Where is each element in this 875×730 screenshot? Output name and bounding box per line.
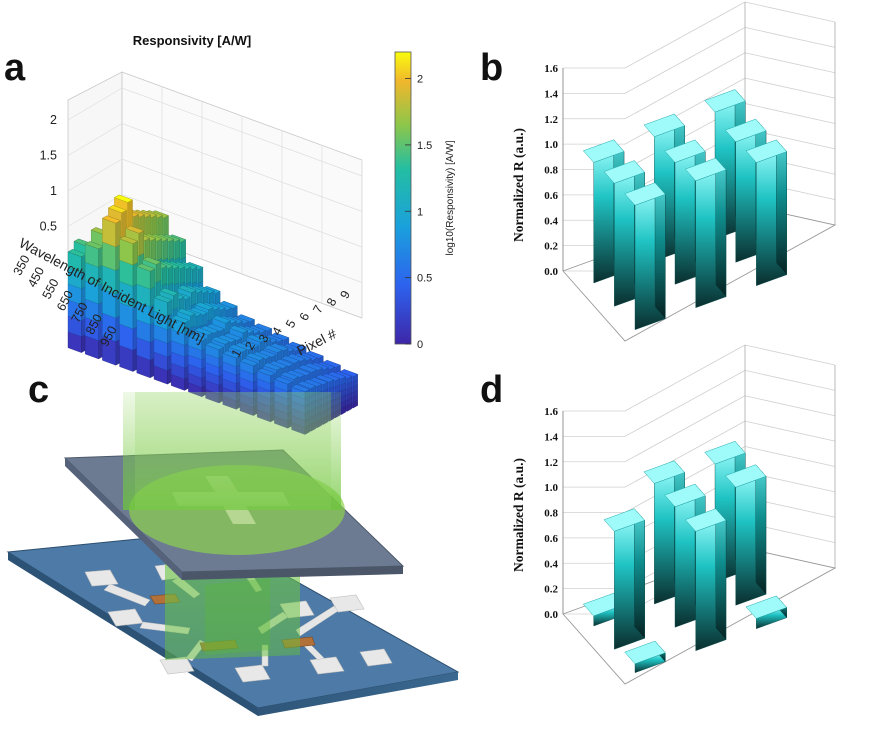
- electrode-pad: [359, 648, 393, 667]
- grid-line: [744, 446, 836, 467]
- bar-a-pixel1-col6: [153, 294, 173, 385]
- z-tick-label: 1.6: [544, 63, 558, 75]
- colorbar-tick-label: 0.5: [417, 273, 432, 285]
- panel-a-colorbar: 0 0.5 1 1.5 2 log10(Responsivity) [A/W]: [394, 51, 456, 351]
- colorbar-tick-label: 1.5: [417, 140, 432, 152]
- z-tick-label: 1.0: [544, 139, 558, 151]
- z-tick-label: 0.8: [544, 508, 558, 520]
- z-tick-label: 0.8: [544, 165, 558, 177]
- z-tick-label: 1.6: [544, 406, 558, 418]
- grid-line: [744, 1, 836, 23]
- panel-a-z-ticks: 0.5 1 1.5 2: [40, 113, 57, 234]
- z-tick-label: 0.4: [544, 558, 558, 570]
- panel-b: b 0.0 0.2 0.4 0.6 0.8 1.0 1.2 1.4 1.6 Normalized…: [480, 1, 837, 342]
- grid-line: [624, 1, 746, 69]
- grid-line: [624, 77, 746, 145]
- z-tick-label: 1.2: [544, 114, 558, 126]
- z-tick-label: 0.0: [544, 266, 558, 278]
- y-tick-label: 5: [283, 318, 299, 331]
- z-tick-label: 0.0: [544, 609, 558, 621]
- panel-a-title: Responsivity [A/W]: [133, 33, 251, 48]
- bar-d-r3c2: [684, 508, 727, 651]
- grid-line: [744, 395, 836, 417]
- grid-line: [624, 52, 746, 120]
- bar-a-pixel1-col3: [101, 215, 122, 366]
- z-tick-label: 1.4: [544, 431, 558, 443]
- bar-d-r3c1: [624, 640, 666, 673]
- z-tick-label: 0.2: [544, 241, 558, 253]
- panel-a-letter: a: [4, 47, 26, 89]
- y-tick-label: 7: [310, 303, 326, 316]
- panel-b-zlabel: Normalized R (a.u.): [511, 128, 526, 242]
- panel-a: a Responsivity [A/W] 0.511.52 3504505506…: [4, 33, 456, 435]
- grid-line: [624, 27, 746, 94]
- z-tick-label: 0.2: [544, 584, 558, 596]
- electrode-pad: [84, 569, 119, 587]
- y-tick-label: 6: [297, 310, 313, 323]
- colorbar-tick-label: 0: [417, 339, 423, 351]
- z-tick-label: 0.6: [544, 190, 558, 202]
- panel-d: d 0.0 0.2 0.4 0.6 0.8 1.0 1.2 1.4 1.6 Normalized…: [480, 344, 837, 685]
- grid-line: [744, 344, 836, 366]
- grid-line: [624, 420, 746, 488]
- colorbar-tick-label: 2: [417, 74, 423, 86]
- grid-line: [624, 370, 746, 437]
- grid-line: [744, 52, 836, 74]
- z-tick-label: 1.5: [40, 149, 57, 163]
- panel-b-z-ticks: 0.0 0.2 0.4 0.6 0.8 1.0 1.2 1.4 1.6: [544, 63, 558, 278]
- colorbar-ticks: 0 0.5 1 1.5 2: [405, 74, 432, 351]
- z-tick-label: 2: [50, 113, 57, 127]
- bar-b-r3c2: [684, 157, 727, 308]
- grid-line: [744, 369, 836, 391]
- panel-c: c: [6, 369, 460, 716]
- bar-b-r3c3: [745, 139, 788, 286]
- z-tick-label: 1: [50, 184, 57, 198]
- z-tick-label: 1.0: [544, 482, 558, 494]
- panel-b-letter: b: [480, 47, 503, 89]
- colorbar-ramp: [394, 51, 412, 345]
- electrode-arm: [103, 583, 151, 607]
- bar-a-pixel1-col1: [67, 249, 87, 353]
- grid-line: [744, 420, 836, 442]
- electrode-pad: [234, 664, 271, 683]
- bar-d-r2c3: [724, 464, 767, 606]
- z-tick-label: 1.4: [544, 88, 558, 100]
- grid-line: [744, 26, 836, 48]
- bar-d-r2c1: [603, 508, 646, 650]
- z-tick-label: 0.5: [40, 220, 57, 234]
- panel-d-z-ticks: 0.0 0.2 0.4 0.6 0.8 1.0 1.2 1.4 1.6: [544, 406, 558, 621]
- grid-line: [624, 344, 746, 412]
- colorbar-label: log10(Responsivity) [A/W]: [445, 140, 456, 255]
- grid-line: [744, 103, 836, 124]
- bar-a-pixel1-col7: [170, 315, 190, 391]
- panel-a-backpanes: [67, 71, 363, 319]
- panel-b-bars: [582, 88, 788, 330]
- z-tick-label: 1.2: [544, 457, 558, 469]
- z-tick-label: 0.4: [544, 215, 558, 227]
- bar-a-pixel1-col5: [136, 263, 156, 379]
- bar-a-pixel1-col2: [84, 241, 104, 360]
- grid-line: [744, 77, 836, 99]
- panel-c-letter: c: [28, 369, 49, 411]
- bar-b-r3c1: [624, 182, 666, 330]
- panel-d-letter: d: [480, 369, 503, 411]
- grid-line: [624, 395, 746, 463]
- z-tick-label: 0.6: [544, 533, 558, 545]
- bar-d-r3c3: [745, 595, 788, 629]
- panel-d-zlabel: Normalized R (a.u.): [511, 458, 526, 572]
- panel-d-bars: [582, 440, 788, 673]
- colorbar-tick-label: 1: [417, 206, 423, 218]
- electrode-pad: [309, 656, 345, 675]
- light-beam-upper: [123, 392, 341, 510]
